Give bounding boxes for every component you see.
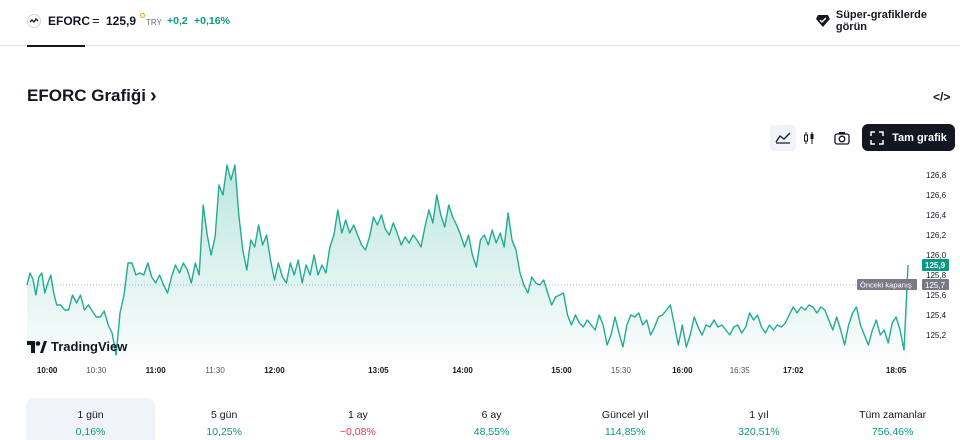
period-change: 114,85% [604, 426, 646, 438]
camera-icon [834, 132, 850, 145]
y-tick-label: 126,2 [926, 231, 947, 240]
period-tabs: 1 gün 0,16% 5 gün 10,25% 1 ay −0,08% 6 ay 48,55… [26, 398, 960, 440]
previous-close-label: Önceki kapanış [860, 281, 912, 290]
price-change: +0,2 [167, 15, 188, 27]
price-chart[interactable]: 126,8 126,6 126,4 126,2 126,0 125,8 125,6 125,4… [0, 155, 960, 385]
x-tick-label: 16:35 [730, 366, 751, 375]
price-area-fill [27, 165, 908, 360]
x-tick-label: 11:30 [205, 366, 225, 375]
x-tick-label: 10:00 [37, 366, 58, 375]
fullscreen-icon [870, 130, 884, 145]
y-tick-label: 125,6 [926, 291, 947, 300]
y-tick-label: 126,6 [926, 191, 947, 200]
symbol-logo-icon [27, 14, 41, 28]
super-charts-icon [815, 15, 830, 27]
y-tick-label: 125,2 [926, 331, 947, 340]
symbol-header: EFORC = 125,9 TRY +0,2 +0,16% Süper-graf… [0, 0, 960, 47]
period-change: 10,25% [206, 426, 242, 438]
x-tick-label: 17:02 [783, 366, 804, 375]
y-tick-label: 126,8 [926, 171, 947, 180]
tradingview-logo-text: TradingView [51, 339, 128, 354]
x-tick-label: 18:05 [886, 366, 907, 375]
price-line [26, 164, 909, 356]
period-label: Tüm zamanlar [859, 409, 927, 421]
tradingview-logo[interactable]: TradingView [27, 339, 127, 354]
y-tick-label: 126,0 [926, 251, 947, 260]
period-label: 6 ay [481, 409, 502, 421]
period-change: 320,51% [738, 426, 780, 438]
previous-close-value: 125,7 [925, 281, 946, 290]
period-change: 756,46% [871, 426, 914, 438]
period-change: 0,16% [75, 426, 106, 438]
area-chart-icon [775, 132, 791, 144]
chevron-right-icon: › [150, 85, 157, 107]
period-tab[interactable]: 5 gün 10,25% [160, 398, 289, 440]
period-tab[interactable]: 6 ay 48,55% [427, 398, 556, 440]
x-axis: 10:00 10:30 11:00 11:30 12:00 13:05 14:00 15:00… [37, 366, 907, 375]
candles-button[interactable] [797, 125, 821, 151]
y-tick-label: 125,8 [926, 271, 947, 280]
x-tick-label: 12:00 [264, 366, 285, 375]
x-tick-label: 16:00 [672, 366, 693, 375]
x-tick-label: 11:00 [146, 366, 167, 375]
period-label: 5 gün [211, 409, 238, 421]
tradingview-logo-icon [27, 340, 47, 353]
chart-section-title[interactable]: EFORC Grafiği › [27, 86, 157, 106]
y-tick-label: 125,4 [926, 311, 947, 320]
period-change: −0,08% [339, 426, 376, 438]
chart-title-text: EFORC Grafiği [27, 86, 147, 105]
period-label: Güncel yıl [601, 409, 649, 421]
period-tab[interactable]: Güncel yıl 114,85% [561, 398, 690, 440]
area-chart-button[interactable] [770, 125, 796, 151]
period-label: 1 ay [347, 409, 368, 421]
period-change: 48,55% [473, 426, 510, 438]
previous-close-badge: Önceki kapanış 125,7 [857, 279, 949, 290]
period-label: 1 gün [77, 409, 104, 421]
super-charts-link[interactable]: Süper-grafiklerde görün [815, 9, 960, 33]
current-price-bg [922, 259, 949, 271]
period-tab[interactable]: 1 ay −0,08% [293, 398, 422, 440]
symbol-name[interactable]: EFORC [48, 14, 90, 28]
period-label: 1 yıl [749, 409, 769, 421]
y-axis: 126,8 126,6 126,4 126,2 126,0 125,8 125,6 125,4… [926, 171, 947, 340]
price-change-percent: +0,16% [194, 15, 230, 27]
previous-close-label-bg [857, 279, 917, 290]
x-tick-label: 10:30 [86, 366, 107, 375]
current-price-badge: 125,9 [922, 259, 949, 271]
x-tick-label: 15:30 [611, 366, 632, 375]
last-price: 125,9 [106, 14, 137, 28]
x-tick-label: 14:00 [452, 366, 473, 375]
equals-sign: = [92, 13, 100, 28]
super-charts-label: Süper-grafiklerde görün [835, 9, 927, 33]
period-tab[interactable]: Tüm zamanlar 756,46% [828, 398, 957, 440]
candles-icon [804, 132, 814, 144]
previous-close-value-bg [922, 279, 949, 290]
current-price-value: 125,9 [925, 261, 946, 270]
currency-label: TRY [146, 18, 162, 27]
embed-code-icon[interactable]: </> [933, 90, 951, 104]
period-tab[interactable]: 1 yıl 320,51% [694, 398, 823, 440]
active-tab-underline [27, 45, 85, 47]
full-chart-label: Tam grafik [892, 131, 947, 144]
x-tick-label: 15:00 [551, 366, 572, 375]
full-chart-button[interactable]: Tam grafik [862, 124, 955, 151]
market-status-dot [140, 13, 145, 18]
snapshot-button[interactable] [830, 125, 854, 151]
x-tick-label: 13:05 [368, 366, 389, 375]
period-tab[interactable]: 1 gün 0,16% [26, 398, 155, 440]
y-tick-label: 126,4 [926, 211, 947, 220]
